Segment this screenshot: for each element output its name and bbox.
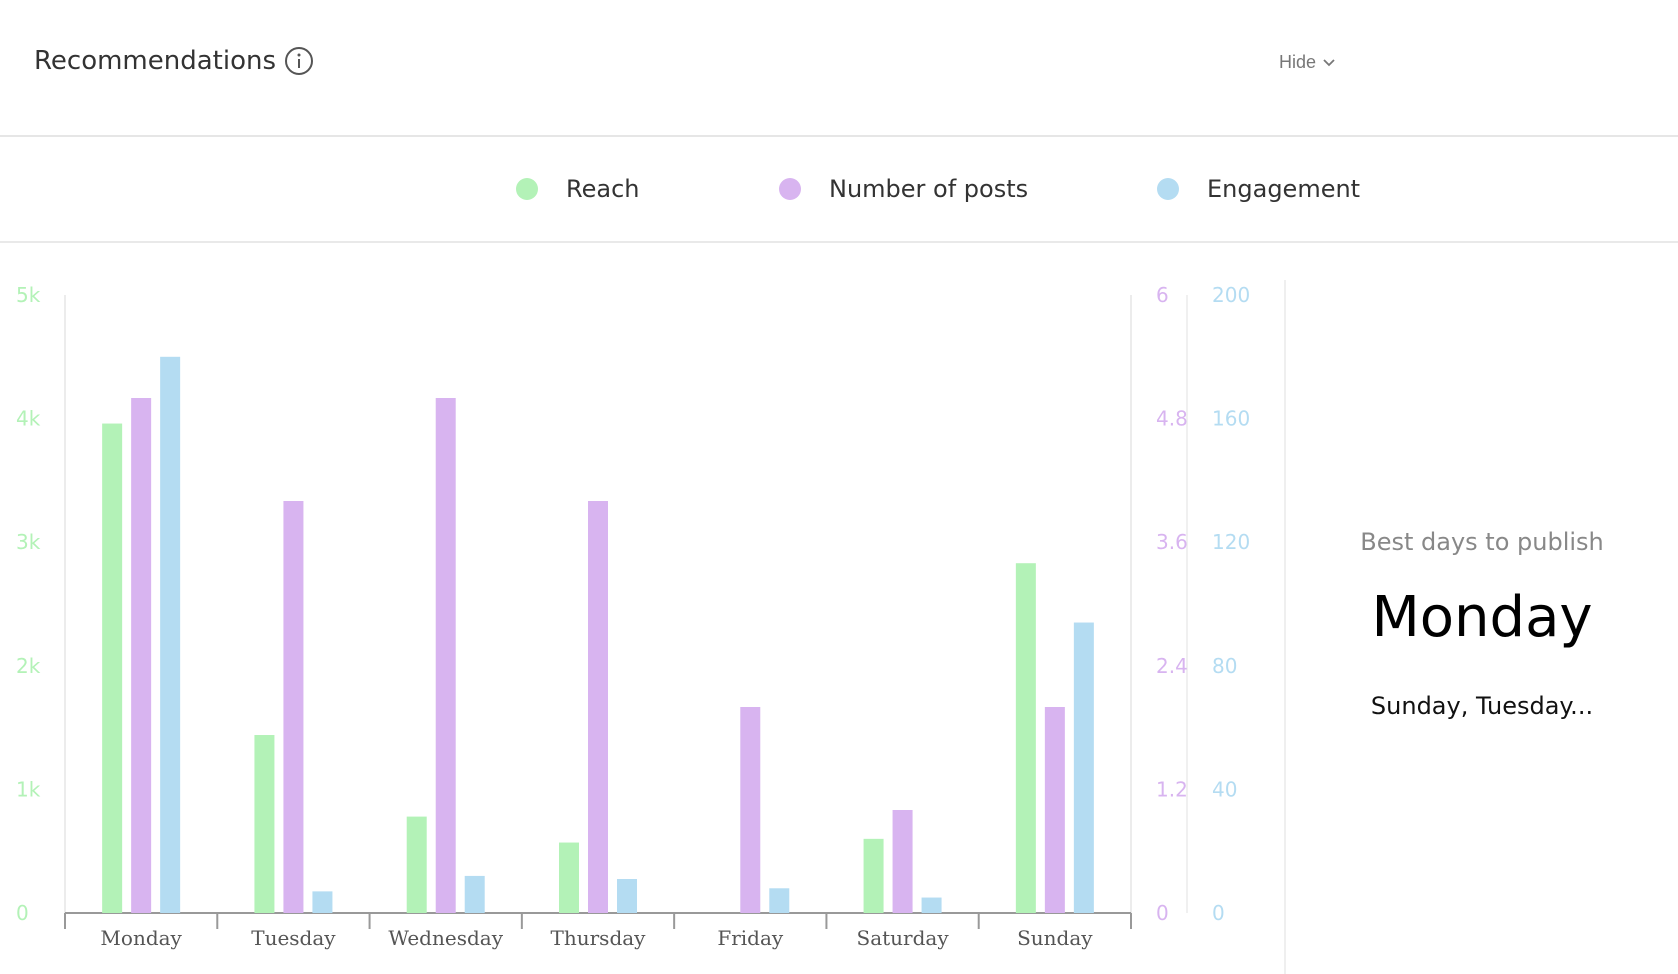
chevron-down-icon — [1323, 58, 1335, 66]
y-tick-label-posts: 1.2 — [1156, 777, 1188, 801]
y-tick-label-posts: 4.8 — [1156, 407, 1188, 431]
best-days-panel: Best days to publish Monday Sunday, Tues… — [1284, 280, 1678, 974]
legend-item-number-of-posts[interactable]: Number of posts — [779, 175, 1028, 203]
x-tick-label: Saturday — [857, 926, 950, 950]
other-best-days: Sunday, Tuesday... — [1370, 692, 1594, 720]
y-tick-label-posts: 0 — [1156, 901, 1169, 925]
bar-engagement — [769, 888, 790, 913]
y-tick-label-engagement: 160 — [1212, 407, 1250, 431]
bar-engagement — [921, 897, 942, 913]
x-tick-label: Wednesday — [388, 926, 503, 950]
y-tick-label-posts: 6 — [1156, 283, 1169, 307]
page-title: Recommendations — [34, 46, 277, 76]
bar-number-of-posts — [1044, 707, 1065, 913]
legend-label-reach: Reach — [566, 175, 640, 203]
hide-button[interactable]: Hide — [1279, 52, 1336, 73]
legend-label-engagement: Engagement — [1207, 175, 1361, 203]
recommendations-header: Recommendations Hide — [0, 0, 1678, 137]
bar-chart: 0 1k 2k 3k 4k 5k 0 1.2 2.4 3.6 4.8 6 0 40 80 120 160 200 M… — [16, 283, 1250, 950]
y-tick-label-engagement: 0 — [1212, 901, 1225, 925]
best-days-caption: Best days to publish — [1360, 528, 1604, 556]
bar-engagement — [1073, 622, 1094, 913]
x-tick-label: Thursday — [551, 926, 647, 950]
x-tick-label: Sunday — [1017, 926, 1093, 950]
bar-reach — [254, 735, 275, 913]
y-tick-label-reach: 3k — [16, 530, 41, 554]
y-tick-label-engagement: 200 — [1212, 283, 1250, 307]
y-tick-label-engagement: 40 — [1212, 777, 1237, 801]
legend-item-reach[interactable]: Reach — [516, 175, 639, 203]
bar-engagement — [464, 875, 485, 913]
bar-number-of-posts — [131, 398, 152, 913]
y-tick-label-engagement: 80 — [1212, 654, 1237, 678]
x-tick-label: Friday — [717, 926, 784, 950]
bar-reach — [863, 838, 884, 913]
y-tick-label-reach: 0 — [16, 901, 29, 925]
y-tick-label-reach: 4k — [16, 407, 41, 431]
legend-dot-number-of-posts — [779, 178, 801, 200]
bar-reach — [406, 816, 427, 913]
best-day: Monday — [1371, 585, 1593, 650]
bar-number-of-posts — [283, 501, 304, 913]
info-icon[interactable] — [284, 46, 314, 76]
legend-label-number-of-posts: Number of posts — [829, 175, 1029, 203]
bar-number-of-posts — [435, 398, 456, 913]
bar-reach — [1015, 563, 1036, 913]
y-tick-label-posts: 3.6 — [1156, 530, 1188, 554]
bar-reach — [102, 423, 123, 913]
chart-legend: Reach Number of posts Engagement — [0, 137, 1678, 243]
bar-engagement — [617, 879, 637, 913]
legend-item-engagement[interactable]: Engagement — [1157, 175, 1360, 203]
bar-engagement — [312, 891, 333, 913]
y-tick-label-reach: 2k — [16, 654, 41, 678]
y-tick-label-reach: 5k — [16, 283, 41, 307]
bar-reach — [559, 842, 579, 913]
legend-dot-reach — [516, 178, 538, 200]
legend-dot-engagement — [1157, 178, 1179, 200]
y-tick-label-reach: 1k — [16, 777, 41, 801]
x-tick-label: Tuesday — [251, 926, 336, 950]
bar-engagement — [160, 356, 181, 913]
bar-number-of-posts — [740, 707, 761, 913]
y-tick-label-engagement: 120 — [1212, 530, 1250, 554]
hide-label: Hide — [1279, 52, 1317, 72]
y-tick-label-posts: 2.4 — [1156, 654, 1188, 678]
x-tick-label: Monday — [100, 926, 182, 950]
bar-number-of-posts — [892, 810, 913, 913]
bar-number-of-posts — [588, 501, 608, 913]
